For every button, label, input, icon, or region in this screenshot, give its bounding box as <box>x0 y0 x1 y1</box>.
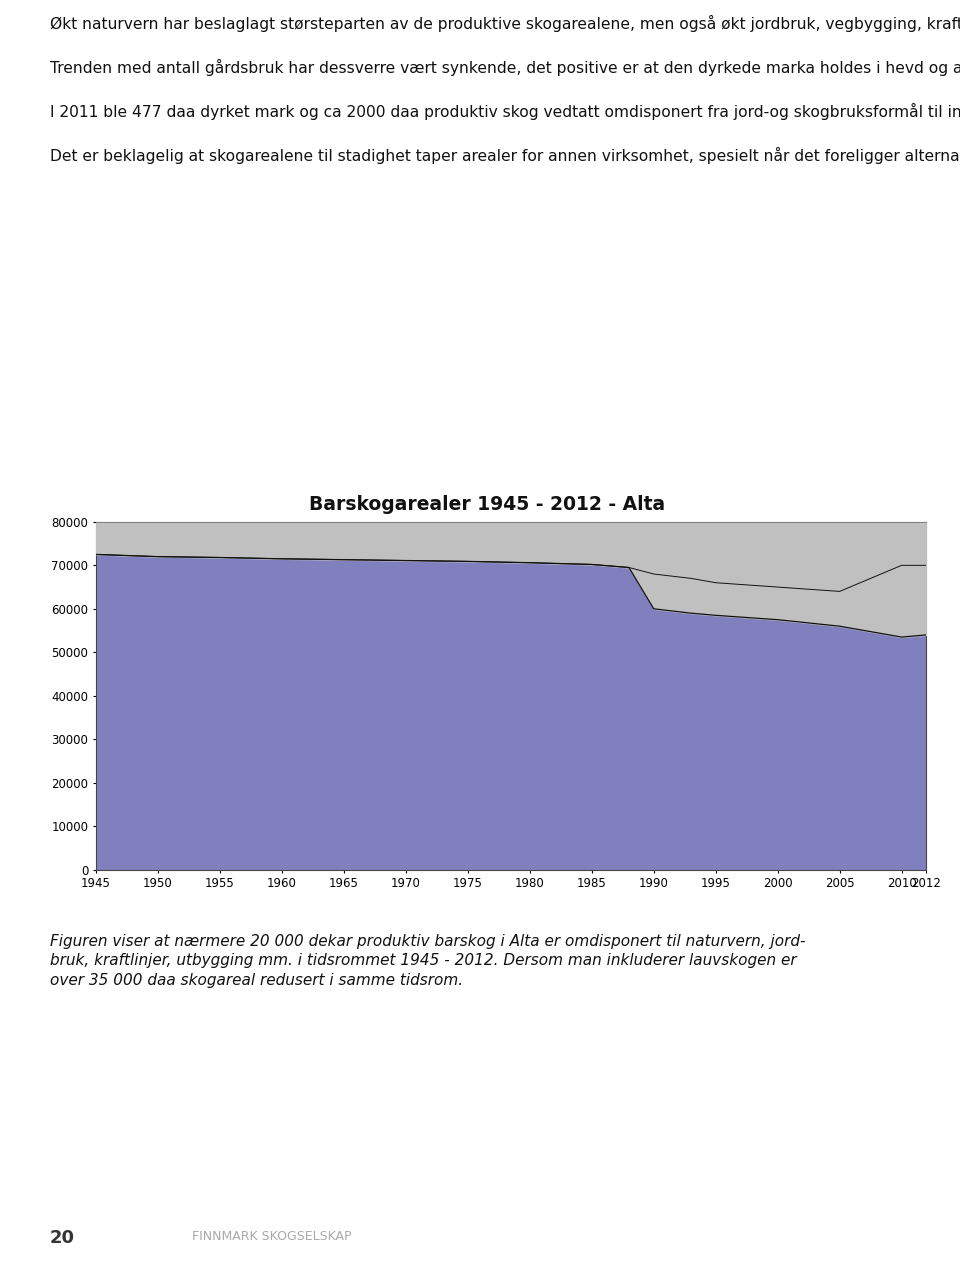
Text: Økt naturvern har beslaglagt størsteparten av de produktive skogarealene, men og: Økt naturvern har beslaglagt størstepart… <box>50 15 960 164</box>
Text: FINNMARK SKOGSELSKAP: FINNMARK SKOGSELSKAP <box>192 1230 351 1243</box>
Text: Barskogarealer 1945 - 2012 - Alta: Barskogarealer 1945 - 2012 - Alta <box>309 495 665 514</box>
Text: 20: 20 <box>50 1229 75 1247</box>
Text: Figuren viser at nærmere 20 000 dekar produktiv barskog i Alta er omdisponert ti: Figuren viser at nærmere 20 000 dekar pr… <box>50 934 805 989</box>
